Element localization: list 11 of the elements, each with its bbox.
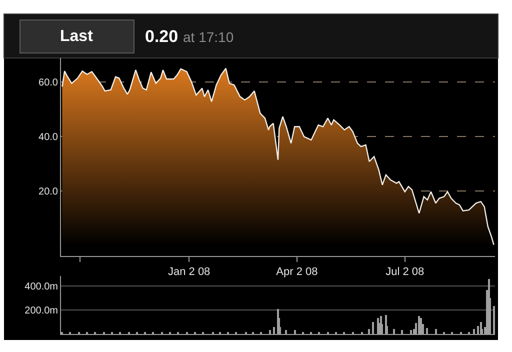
y-tick-label: 200.0m — [24, 305, 58, 316]
y-tick-label: 400.0m — [24, 281, 58, 292]
y-tick-label: 20.0 — [38, 186, 58, 198]
y-tick-label: 60.0 — [38, 77, 58, 88]
chart-title: 0.20 — [145, 27, 178, 46]
chart-subtitle: at 17:10 — [183, 29, 234, 45]
x-tick-label: Jul 2 08 — [386, 266, 424, 278]
text: Last — [60, 28, 94, 45]
x-tick-label: Apr 2 08 — [276, 266, 318, 278]
x-tick-label: Jan 2 08 — [168, 266, 210, 278]
y-tick-label: 40.0 — [38, 132, 58, 143]
